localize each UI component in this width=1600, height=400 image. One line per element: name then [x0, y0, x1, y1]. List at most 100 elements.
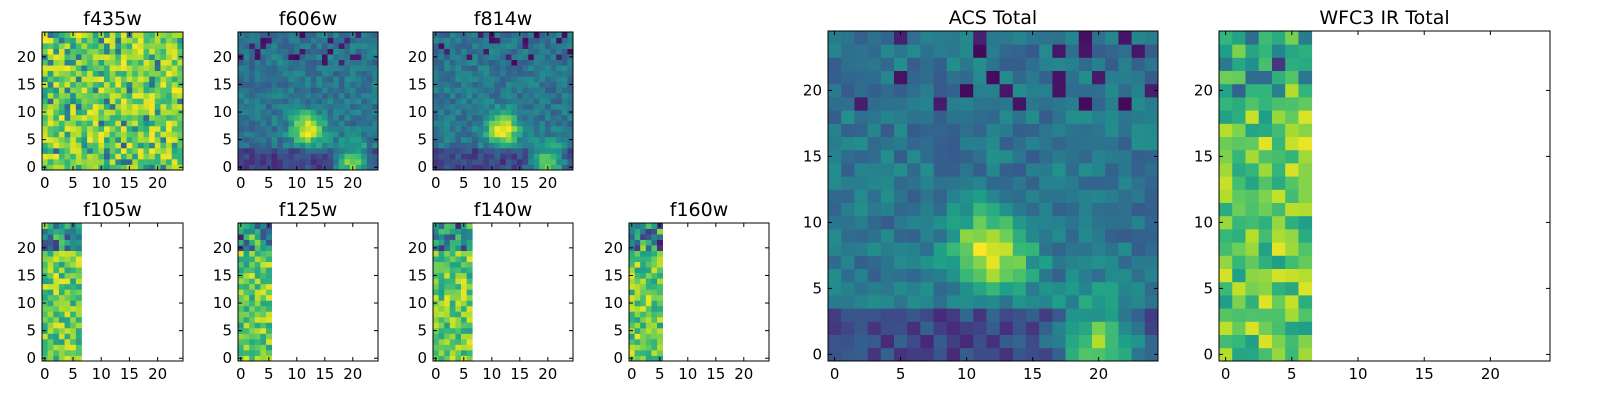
image-cell [455, 147, 462, 154]
image-cell [177, 76, 184, 83]
image-cell [449, 54, 456, 60]
image-cell [1026, 83, 1040, 98]
image-cell [999, 176, 1014, 190]
image-cell [461, 136, 467, 143]
image-cell [651, 278, 658, 285]
image-cell [455, 256, 462, 263]
image-cell [651, 272, 658, 279]
image-cell [243, 98, 250, 105]
image-cell [539, 76, 546, 83]
image-cell [58, 87, 65, 94]
image-cell [561, 48, 568, 55]
image-cell [58, 142, 65, 149]
image-cell [946, 97, 961, 111]
image-cell [500, 48, 507, 55]
image-cell [266, 289, 272, 296]
image-cell [42, 228, 49, 235]
image-cell [271, 158, 278, 165]
image-cell [350, 153, 356, 160]
image-cell [1078, 308, 1093, 322]
image-cell [350, 87, 356, 94]
image-cell [894, 70, 908, 85]
image-cell [104, 142, 111, 149]
image-cell [1232, 308, 1246, 322]
image-cell [1039, 334, 1053, 349]
image-cell [841, 149, 855, 164]
image-cell [98, 87, 105, 94]
image-cell [266, 37, 272, 44]
image-cell [171, 114, 178, 121]
image-cell [1144, 308, 1159, 322]
image-cell [828, 347, 842, 362]
image-cell [438, 289, 445, 296]
image-cell [1052, 268, 1066, 283]
image-cell [545, 109, 551, 116]
image-cell [1012, 189, 1027, 203]
y-tick-label: 0 [26, 349, 36, 367]
image-cell [1026, 295, 1040, 309]
image-cell [828, 242, 842, 256]
image-cell [64, 43, 71, 49]
image-cell [946, 70, 961, 85]
image-cell [58, 261, 65, 268]
image-cell [455, 87, 462, 94]
image-cell [322, 147, 328, 154]
image-cell [47, 131, 54, 138]
image-cell [266, 278, 272, 285]
image-cell [640, 261, 647, 268]
image-cell [1065, 255, 1080, 269]
image-cell [651, 305, 658, 312]
image-cell [472, 76, 479, 83]
image-cell [260, 267, 267, 274]
x-tick-label: 0 [627, 365, 637, 383]
image-cell [539, 142, 546, 149]
image-cell [126, 76, 133, 83]
image-cell [92, 142, 99, 149]
image-cell [137, 87, 144, 94]
image-cell [344, 120, 351, 127]
image-cell [511, 120, 518, 127]
image-cell [494, 43, 501, 49]
image-cell [47, 289, 54, 296]
image-cell [466, 228, 473, 235]
image-cell [333, 136, 340, 143]
image-cell [1232, 215, 1246, 230]
image-cell [266, 228, 272, 235]
image-cell [466, 250, 473, 257]
image-cell [344, 76, 351, 83]
image-cell [149, 32, 156, 38]
image-cell [1065, 295, 1080, 309]
image-cell [64, 278, 71, 285]
image-cell [438, 120, 445, 127]
image-cell [260, 228, 267, 235]
y-tick-label: 15 [408, 266, 427, 284]
image-cell [1078, 136, 1093, 151]
image-cell [449, 239, 456, 246]
image-cell [438, 355, 445, 362]
image-cell [120, 43, 127, 49]
image-cell [528, 81, 535, 88]
image-cell [75, 125, 82, 132]
image-cell [433, 311, 439, 318]
image-cell [1131, 189, 1146, 203]
image-cell [338, 120, 345, 127]
image-cell [894, 163, 908, 177]
image-cell [58, 131, 65, 138]
image-cell [1232, 110, 1246, 124]
image-cell [1092, 347, 1106, 362]
image-cell [455, 70, 462, 77]
image-cells [42, 32, 184, 171]
image-cell [1039, 97, 1053, 111]
image-cell [355, 158, 362, 165]
image-cell [522, 125, 529, 132]
image-cell [149, 147, 156, 154]
image-cell [338, 142, 345, 149]
y-tick-label: 0 [222, 349, 232, 367]
image-cell [550, 48, 557, 55]
axes-frame [1218, 30, 1551, 362]
image-cell [1105, 215, 1119, 230]
image-cell [651, 267, 658, 274]
image-cell [243, 142, 250, 149]
image-cell [517, 65, 523, 72]
